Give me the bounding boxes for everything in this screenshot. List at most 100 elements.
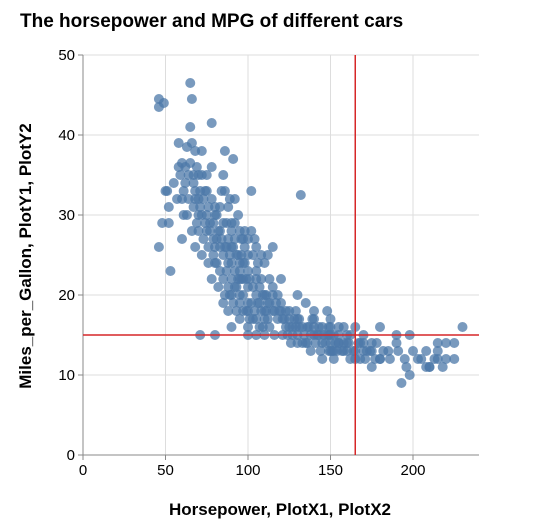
data-point <box>238 290 249 300</box>
data-point <box>310 338 321 348</box>
data-point <box>317 354 328 364</box>
data-point <box>401 362 412 372</box>
y-tick-label: 30 <box>58 207 75 224</box>
data-point <box>213 282 224 292</box>
data-point <box>198 194 209 204</box>
data-point <box>218 170 229 180</box>
data-point <box>219 186 230 196</box>
x-tick-label: 50 <box>157 462 174 479</box>
x-tick-label: 100 <box>235 462 260 479</box>
data-point <box>193 170 204 180</box>
data-point <box>165 266 176 276</box>
data-point <box>441 354 451 364</box>
axes-layer: 0 50 100 150 200 0 10 20 30 40 50 <box>58 47 479 479</box>
data-point <box>333 338 344 348</box>
data-point <box>228 154 239 164</box>
data-point <box>223 306 234 316</box>
data-point <box>185 122 196 132</box>
data-point <box>328 354 339 364</box>
data-point <box>280 306 291 316</box>
data-point <box>198 234 209 244</box>
data-point <box>193 226 204 236</box>
data-point <box>203 258 214 268</box>
data-point <box>226 322 237 332</box>
data-point <box>325 314 336 324</box>
data-point <box>218 274 229 284</box>
data-point <box>177 234 187 244</box>
x-tick-label: 200 <box>400 462 425 479</box>
data-point <box>195 186 206 196</box>
data-point <box>228 298 239 308</box>
data-point <box>218 298 229 308</box>
data-point <box>365 346 376 356</box>
data-point <box>163 202 174 212</box>
data-point <box>272 290 283 300</box>
grid-layer <box>82 54 479 456</box>
data-point <box>421 346 432 356</box>
data-point <box>178 210 189 220</box>
data-point <box>315 346 326 356</box>
data-point <box>223 202 234 212</box>
data-point <box>243 266 253 276</box>
data-point <box>371 338 382 348</box>
data-point <box>290 306 301 316</box>
data-point <box>231 250 242 260</box>
y-axis-title: Miles_per_Gallon, PlotY1, PlotY2 <box>16 123 35 388</box>
data-point <box>228 242 239 252</box>
data-point <box>226 226 237 236</box>
data-point <box>292 290 303 300</box>
data-point <box>256 250 267 260</box>
data-point <box>211 234 222 244</box>
data-point <box>180 178 191 188</box>
data-point <box>210 210 220 220</box>
data-point <box>213 226 224 236</box>
data-point <box>173 138 184 148</box>
data-point <box>239 242 250 252</box>
data-point <box>201 170 212 180</box>
data-point <box>183 194 194 204</box>
data-point <box>188 178 199 188</box>
data-point <box>396 378 407 388</box>
points-layer <box>153 78 468 388</box>
data-point <box>320 338 331 348</box>
data-point <box>190 242 201 252</box>
data-point <box>264 322 275 332</box>
data-point <box>252 258 263 268</box>
data-point <box>271 298 282 308</box>
data-point <box>355 338 366 348</box>
data-point <box>441 338 451 348</box>
data-point <box>241 306 252 316</box>
data-point <box>196 250 207 260</box>
data-point <box>247 314 258 324</box>
data-point <box>254 282 265 292</box>
data-point <box>276 274 286 284</box>
data-point <box>393 346 404 356</box>
data-point <box>267 282 278 292</box>
y-tick-label: 20 <box>58 287 75 304</box>
data-point <box>256 274 267 284</box>
chart-title: The horsepower and MPG of different cars <box>20 11 403 32</box>
data-point <box>261 290 272 300</box>
data-point <box>206 162 217 172</box>
data-point <box>218 218 229 228</box>
y-tick-label: 0 <box>67 447 75 464</box>
data-point <box>302 338 313 348</box>
data-point <box>251 242 262 252</box>
x-tick-label: 150 <box>318 462 343 479</box>
data-point <box>191 218 202 228</box>
data-point <box>285 338 296 348</box>
data-point <box>206 194 217 204</box>
data-point <box>234 314 245 324</box>
data-point <box>449 354 460 364</box>
data-point <box>429 354 440 364</box>
data-point <box>300 298 311 308</box>
data-point <box>366 362 377 372</box>
data-point <box>243 322 253 332</box>
data-point <box>208 218 219 228</box>
data-point <box>229 282 240 292</box>
data-point <box>178 186 189 196</box>
y-tick-label: 10 <box>58 367 75 384</box>
data-point <box>309 322 319 332</box>
